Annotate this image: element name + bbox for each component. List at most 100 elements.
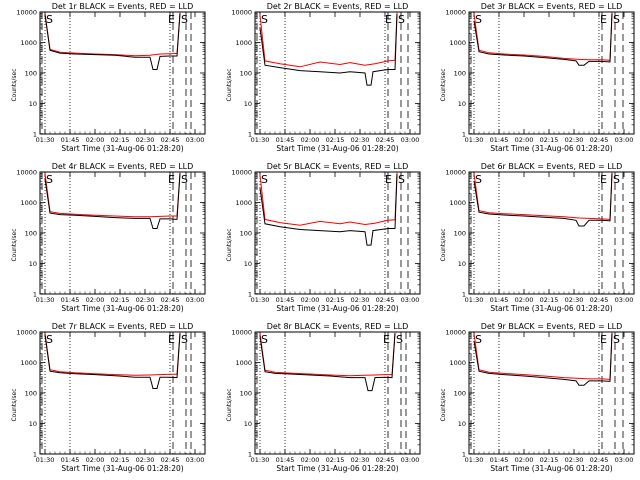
series-lld-line	[473, 172, 613, 220]
detector-panel-8: Det 8r BLACK = Events, RED = LLD 1 10 100 10…	[226, 322, 421, 473]
y-tick-label: 10000	[445, 169, 466, 177]
y-axis-title: Counts/sec	[11, 228, 18, 261]
x-tick-label: 03:00	[615, 296, 634, 304]
detector-panel-1: Det 1r BLACK = Events, RED = LLD 1 10 100 10…	[11, 2, 206, 153]
series-lld-line	[44, 172, 181, 218]
y-tick-label: 10	[458, 100, 466, 108]
x-axis-title: Start Time (31-Aug-06 01:28:20)	[490, 464, 612, 473]
x-tick-label: 02:45	[376, 456, 395, 464]
y-axis-title: Counts/sec	[226, 68, 233, 101]
series-lld-line	[259, 12, 398, 68]
x-tick-label: 02:45	[376, 136, 395, 144]
x-tick-label: 02:15	[540, 136, 559, 144]
start-marker: S	[613, 333, 620, 346]
y-tick-label: 10	[244, 420, 252, 428]
x-tick-label: 03:00	[186, 456, 205, 464]
x-axis-title: Start Time (31-Aug-06 01:28:20)	[276, 144, 398, 153]
x-tick-label: 02:30	[565, 296, 584, 304]
start-marker: S	[613, 13, 620, 26]
y-axis-title: Counts/sec	[226, 228, 233, 261]
y-tick-label: 10	[244, 260, 252, 268]
detector-panel-5: Det 5r BLACK = Events, RED = LLD 1 10 100 10…	[226, 162, 421, 313]
start-marker: S	[181, 333, 188, 346]
start-marker: S	[475, 13, 482, 26]
detector-panel-4: Det 4r BLACK = Events, RED = LLD 1 10 100 10…	[11, 162, 206, 313]
x-tick-label: 01:45	[490, 296, 509, 304]
series-events-line	[259, 333, 396, 392]
x-tick-label: 02:00	[515, 296, 534, 304]
series-events-line	[473, 333, 613, 386]
y-tick-label: 100	[454, 230, 466, 238]
y-tick-label: 1	[248, 291, 252, 299]
detector-panel-3: Det 3r BLACK = Events, RED = LLD 1 10 100 10…	[440, 2, 635, 153]
x-tick-label: 02:15	[111, 136, 130, 144]
series-lld-line	[473, 332, 613, 380]
x-tick-label: 01:30	[36, 456, 55, 464]
y-tick-label: 10000	[16, 169, 37, 177]
x-tick-label: 02:15	[111, 456, 130, 464]
x-tick-label: 01:30	[36, 136, 55, 144]
x-tick-label: 02:00	[86, 136, 105, 144]
x-tick-label: 01:45	[490, 456, 509, 464]
end-marker: E	[600, 13, 607, 26]
y-axis-title: Counts/sec	[226, 388, 233, 421]
panel-title: Det 9r BLACK = Events, RED = LLD	[481, 322, 623, 331]
x-tick-label: 01:30	[465, 296, 484, 304]
x-tick-label: 03:00	[401, 296, 420, 304]
x-tick-label: 01:30	[465, 136, 484, 144]
y-tick-label: 1	[462, 451, 466, 459]
start-marker: S	[181, 13, 188, 26]
y-tick-label: 1000	[449, 39, 466, 47]
end-marker: E	[168, 333, 175, 346]
x-tick-label: 01:30	[465, 456, 484, 464]
start-marker: S	[475, 333, 482, 346]
x-tick-label: 01:45	[61, 296, 80, 304]
plot-frame	[468, 331, 635, 455]
x-axis-title: Start Time (31-Aug-06 01:28:20)	[276, 464, 398, 473]
y-tick-label: 10	[458, 420, 466, 428]
panel-title: Det 3r BLACK = Events, RED = LLD	[481, 2, 623, 11]
x-tick-label: 02:30	[351, 456, 370, 464]
y-tick-label: 10	[244, 100, 252, 108]
x-tick-label: 02:00	[86, 296, 105, 304]
start-marker: S	[613, 173, 620, 186]
panel-title: Det 6r BLACK = Events, RED = LLD	[481, 162, 623, 171]
y-tick-label: 100	[240, 390, 252, 398]
plot-frame	[254, 171, 421, 295]
panel-title: Det 2r BLACK = Events, RED = LLD	[267, 2, 409, 11]
x-tick-label: 02:30	[351, 136, 370, 144]
y-tick-label: 1000	[449, 359, 466, 367]
y-tick-label: 1000	[235, 199, 252, 207]
detector-panel-7: Det 7r BLACK = Events, RED = LLD 1 10 100 10…	[11, 322, 206, 473]
x-tick-label: 01:30	[251, 456, 270, 464]
x-tick-label: 02:30	[136, 296, 155, 304]
plot-frame	[39, 171, 206, 295]
x-axis-title: Start Time (31-Aug-06 01:28:20)	[490, 304, 612, 313]
x-tick-label: 02:45	[590, 296, 609, 304]
x-tick-label: 03:00	[186, 296, 205, 304]
y-tick-label: 10000	[231, 329, 252, 337]
x-tick-label: 02:45	[161, 136, 180, 144]
series-events-line	[473, 13, 613, 66]
y-tick-label: 10	[29, 260, 37, 268]
y-axis-title: Counts/sec	[11, 388, 18, 421]
start-marker: S	[398, 173, 405, 186]
y-tick-label: 10000	[231, 169, 252, 177]
start-marker: S	[475, 173, 482, 186]
x-tick-label: 03:00	[186, 136, 205, 144]
x-tick-label: 01:30	[251, 136, 270, 144]
y-axis-title: Counts/sec	[440, 388, 447, 421]
y-tick-label: 1	[33, 131, 37, 139]
end-marker: E	[383, 333, 390, 346]
x-tick-label: 02:00	[86, 456, 105, 464]
series-lld-line	[44, 332, 181, 376]
x-tick-label: 02:45	[590, 136, 609, 144]
x-tick-label: 01:45	[61, 456, 80, 464]
y-axis-title: Counts/sec	[11, 68, 18, 101]
x-axis-title: Start Time (31-Aug-06 01:28:20)	[61, 144, 183, 153]
x-tick-label: 02:15	[326, 456, 345, 464]
y-tick-label: 10	[458, 260, 466, 268]
y-tick-label: 10000	[231, 9, 252, 17]
y-tick-label: 100	[25, 390, 37, 398]
panel-title: Det 4r BLACK = Events, RED = LLD	[52, 162, 194, 171]
